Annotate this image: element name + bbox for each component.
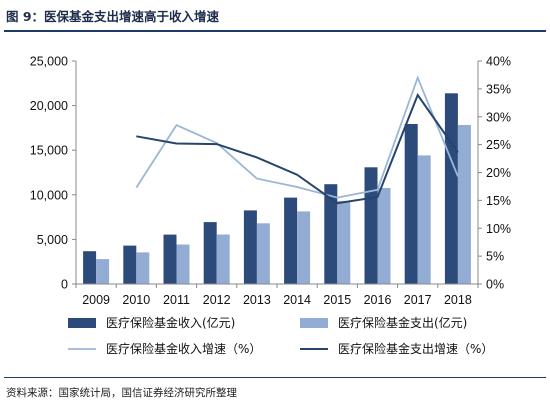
bar-income-2015 (324, 184, 338, 284)
y-right-tick-label: 40% (486, 55, 511, 69)
legend: 医疗保险基金收入(亿元) 医疗保险基金支出(亿元) 医疗保险基金收入增速（%） 医疗保… (68, 315, 493, 356)
y-right-tick-label: 25% (486, 138, 511, 152)
x-tick-label-2017: 2017 (404, 293, 432, 307)
bar-expense-2016 (377, 188, 391, 284)
y-right-tick-label: 35% (486, 82, 511, 96)
bar-income-2009 (83, 251, 97, 284)
bar-expense-2017 (417, 155, 431, 284)
bar-expense-2012 (216, 234, 230, 284)
legend-swatch-expense (300, 318, 328, 328)
bar-income-2014 (284, 197, 298, 284)
x-tick-label-2016: 2016 (364, 293, 392, 307)
y-left-tick-label: 10,000 (30, 188, 68, 202)
figure-title: 图 9：医保基金支出增速高于收入增速 (6, 9, 220, 24)
bar-expense-2009 (96, 259, 110, 284)
bar-expense-2014 (297, 211, 311, 284)
bars-layer (83, 93, 471, 284)
legend-label-1: 医疗保险基金支出(亿元) (338, 315, 467, 330)
x-tick-label-2010: 2010 (122, 293, 150, 307)
x-tick-label-2013: 2013 (243, 293, 271, 307)
bar-income-2016 (364, 167, 378, 284)
x-tick-label-2012: 2012 (203, 293, 231, 307)
x-tick-label-2018: 2018 (444, 293, 472, 307)
bar-expense-2010 (136, 252, 150, 284)
y-right-tick-label: 10% (486, 222, 511, 236)
y-right-tick-label: 0% (486, 278, 504, 292)
y-left-tick-label: 5,000 (37, 233, 68, 247)
bar-income-2017 (404, 124, 418, 284)
y-right-tick-label: 5% (486, 250, 504, 264)
bar-income-2018 (444, 93, 458, 284)
bar-expense-2013 (256, 223, 270, 284)
bar-expense-2011 (176, 244, 190, 284)
y-left-tick-label: 25,000 (30, 55, 68, 69)
bar-income-2013 (243, 210, 257, 284)
bar-expense-2018 (457, 125, 471, 284)
y-left-tick-label: 0 (61, 278, 68, 292)
line-income-growth (135, 75, 459, 199)
y-right-tick-label: 15% (486, 194, 511, 208)
legend-swatch-income (68, 318, 96, 328)
legend-label-2: 医疗保险基金收入增速（%） (106, 341, 261, 356)
bar-income-2011 (163, 234, 177, 284)
bar-income-2012 (203, 222, 217, 284)
y-left-tick-label: 20,000 (30, 99, 68, 113)
legend-label-0: 医疗保险基金收入(亿元) (106, 315, 235, 330)
axes-layer: 0 5,000 10,000 15,000 20,000 25,000 0% 5% 10% 15%… (30, 55, 511, 308)
y-right-tick-label: 30% (486, 110, 511, 124)
y-left-tick-label: 15,000 (30, 144, 68, 158)
source-rule (4, 377, 546, 378)
x-tick-label-2014: 2014 (283, 293, 311, 307)
x-tick-label-2009: 2009 (82, 293, 110, 307)
x-tick-label-2011: 2011 (163, 293, 190, 307)
title-rule (4, 30, 546, 32)
bar-income-2010 (123, 245, 137, 284)
legend-label-3: 医疗保险基金支出增速（%） (338, 341, 493, 356)
y-right-tick-label: 20% (486, 166, 511, 180)
x-tick-label-2015: 2015 (323, 293, 351, 307)
line-expense-growth (136, 92, 459, 205)
lines-layer (135, 75, 459, 205)
source-note: 资料来源：国家统计局，国信证券经济研究所整理 (6, 387, 237, 399)
bar-expense-2015 (337, 200, 351, 284)
